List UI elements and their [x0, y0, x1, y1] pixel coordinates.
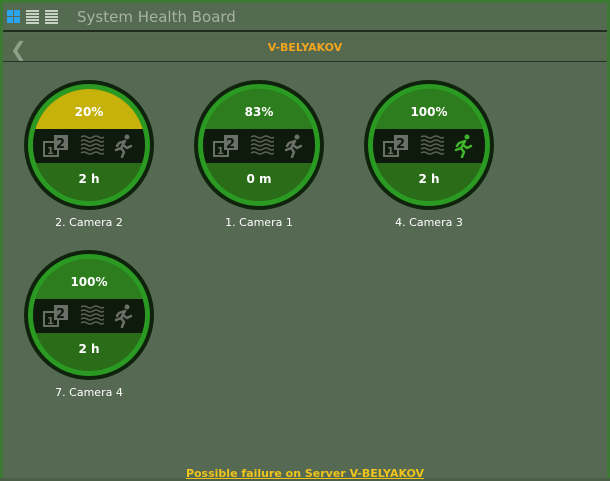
motion-runner-icon: [114, 304, 132, 328]
signal-waves-icon: [80, 135, 104, 155]
page-title: System Health Board: [77, 7, 236, 26]
svg-text:1: 1: [217, 146, 224, 157]
back-chevron-icon[interactable]: ❮: [10, 37, 27, 61]
duration-value: 2 h: [418, 172, 440, 186]
svg-text:2: 2: [226, 137, 235, 152]
duration-value: 0 m: [246, 172, 272, 186]
percent-value: 100%: [410, 105, 448, 119]
svg-text:2: 2: [396, 137, 405, 152]
camera-label: 1. Camera 1: [225, 216, 293, 229]
server-name: V-BELYAKOV: [267, 41, 343, 54]
motion-runner-icon: [114, 134, 132, 158]
status-segment: [373, 89, 485, 129]
motion-runner-icon: [284, 134, 302, 158]
status-segment: [203, 89, 315, 129]
list-view-button[interactable]: [26, 10, 39, 24]
percent-value: 83%: [244, 105, 274, 119]
camera-label: 4. Camera 3: [395, 216, 463, 229]
svg-text:1: 1: [47, 316, 54, 327]
title-bar: System Health Board: [3, 3, 607, 32]
percent-value: 20%: [74, 105, 104, 119]
status-segment: [33, 89, 145, 129]
motion-runner-icon: [454, 134, 472, 158]
duration-value: 2 h: [78, 342, 100, 356]
svg-text:2: 2: [56, 137, 65, 152]
status-segment: [33, 259, 145, 299]
possible-failure-link[interactable]: Possible failure on Server V-BELYAKOV: [185, 467, 425, 480]
grid-view-button[interactable]: [7, 10, 20, 23]
svg-text:1: 1: [387, 146, 394, 157]
server-bar: ❮ V-BELYAKOV: [3, 34, 607, 62]
camera-label: 7. Camera 4: [55, 386, 123, 399]
signal-waves-icon: [80, 305, 104, 325]
percent-value: 100%: [70, 275, 108, 289]
detail-view-button[interactable]: [45, 10, 58, 24]
svg-text:2: 2: [56, 307, 65, 322]
signal-waves-icon: [420, 135, 444, 155]
duration-value: 2 h: [78, 172, 100, 186]
svg-text:1: 1: [47, 146, 54, 157]
signal-waves-icon: [250, 135, 274, 155]
camera-label: 2. Camera 2: [55, 216, 123, 229]
